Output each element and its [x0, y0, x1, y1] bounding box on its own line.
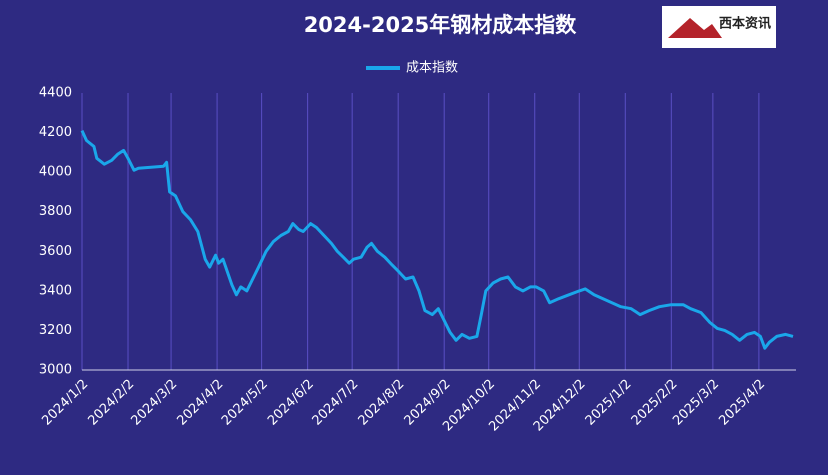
logo-text: 西本资讯 [719, 16, 771, 32]
y-tick-label: 3800 [39, 204, 72, 219]
y-tick-label: 3200 [39, 323, 72, 338]
y-tick-label: 3000 [39, 363, 72, 378]
y-tick-label: 4400 [39, 86, 72, 101]
y-tick-label: 3600 [39, 244, 72, 259]
logo-icon [668, 18, 722, 38]
y-tick-label: 4000 [39, 165, 72, 180]
y-tick-label: 3400 [39, 283, 72, 298]
y-tick-label: 4200 [39, 125, 72, 140]
chart-title: 2024-2025年钢材成本指数 [304, 13, 578, 37]
line [80, 129, 794, 350]
legend-label: 成本指数 [406, 61, 458, 76]
